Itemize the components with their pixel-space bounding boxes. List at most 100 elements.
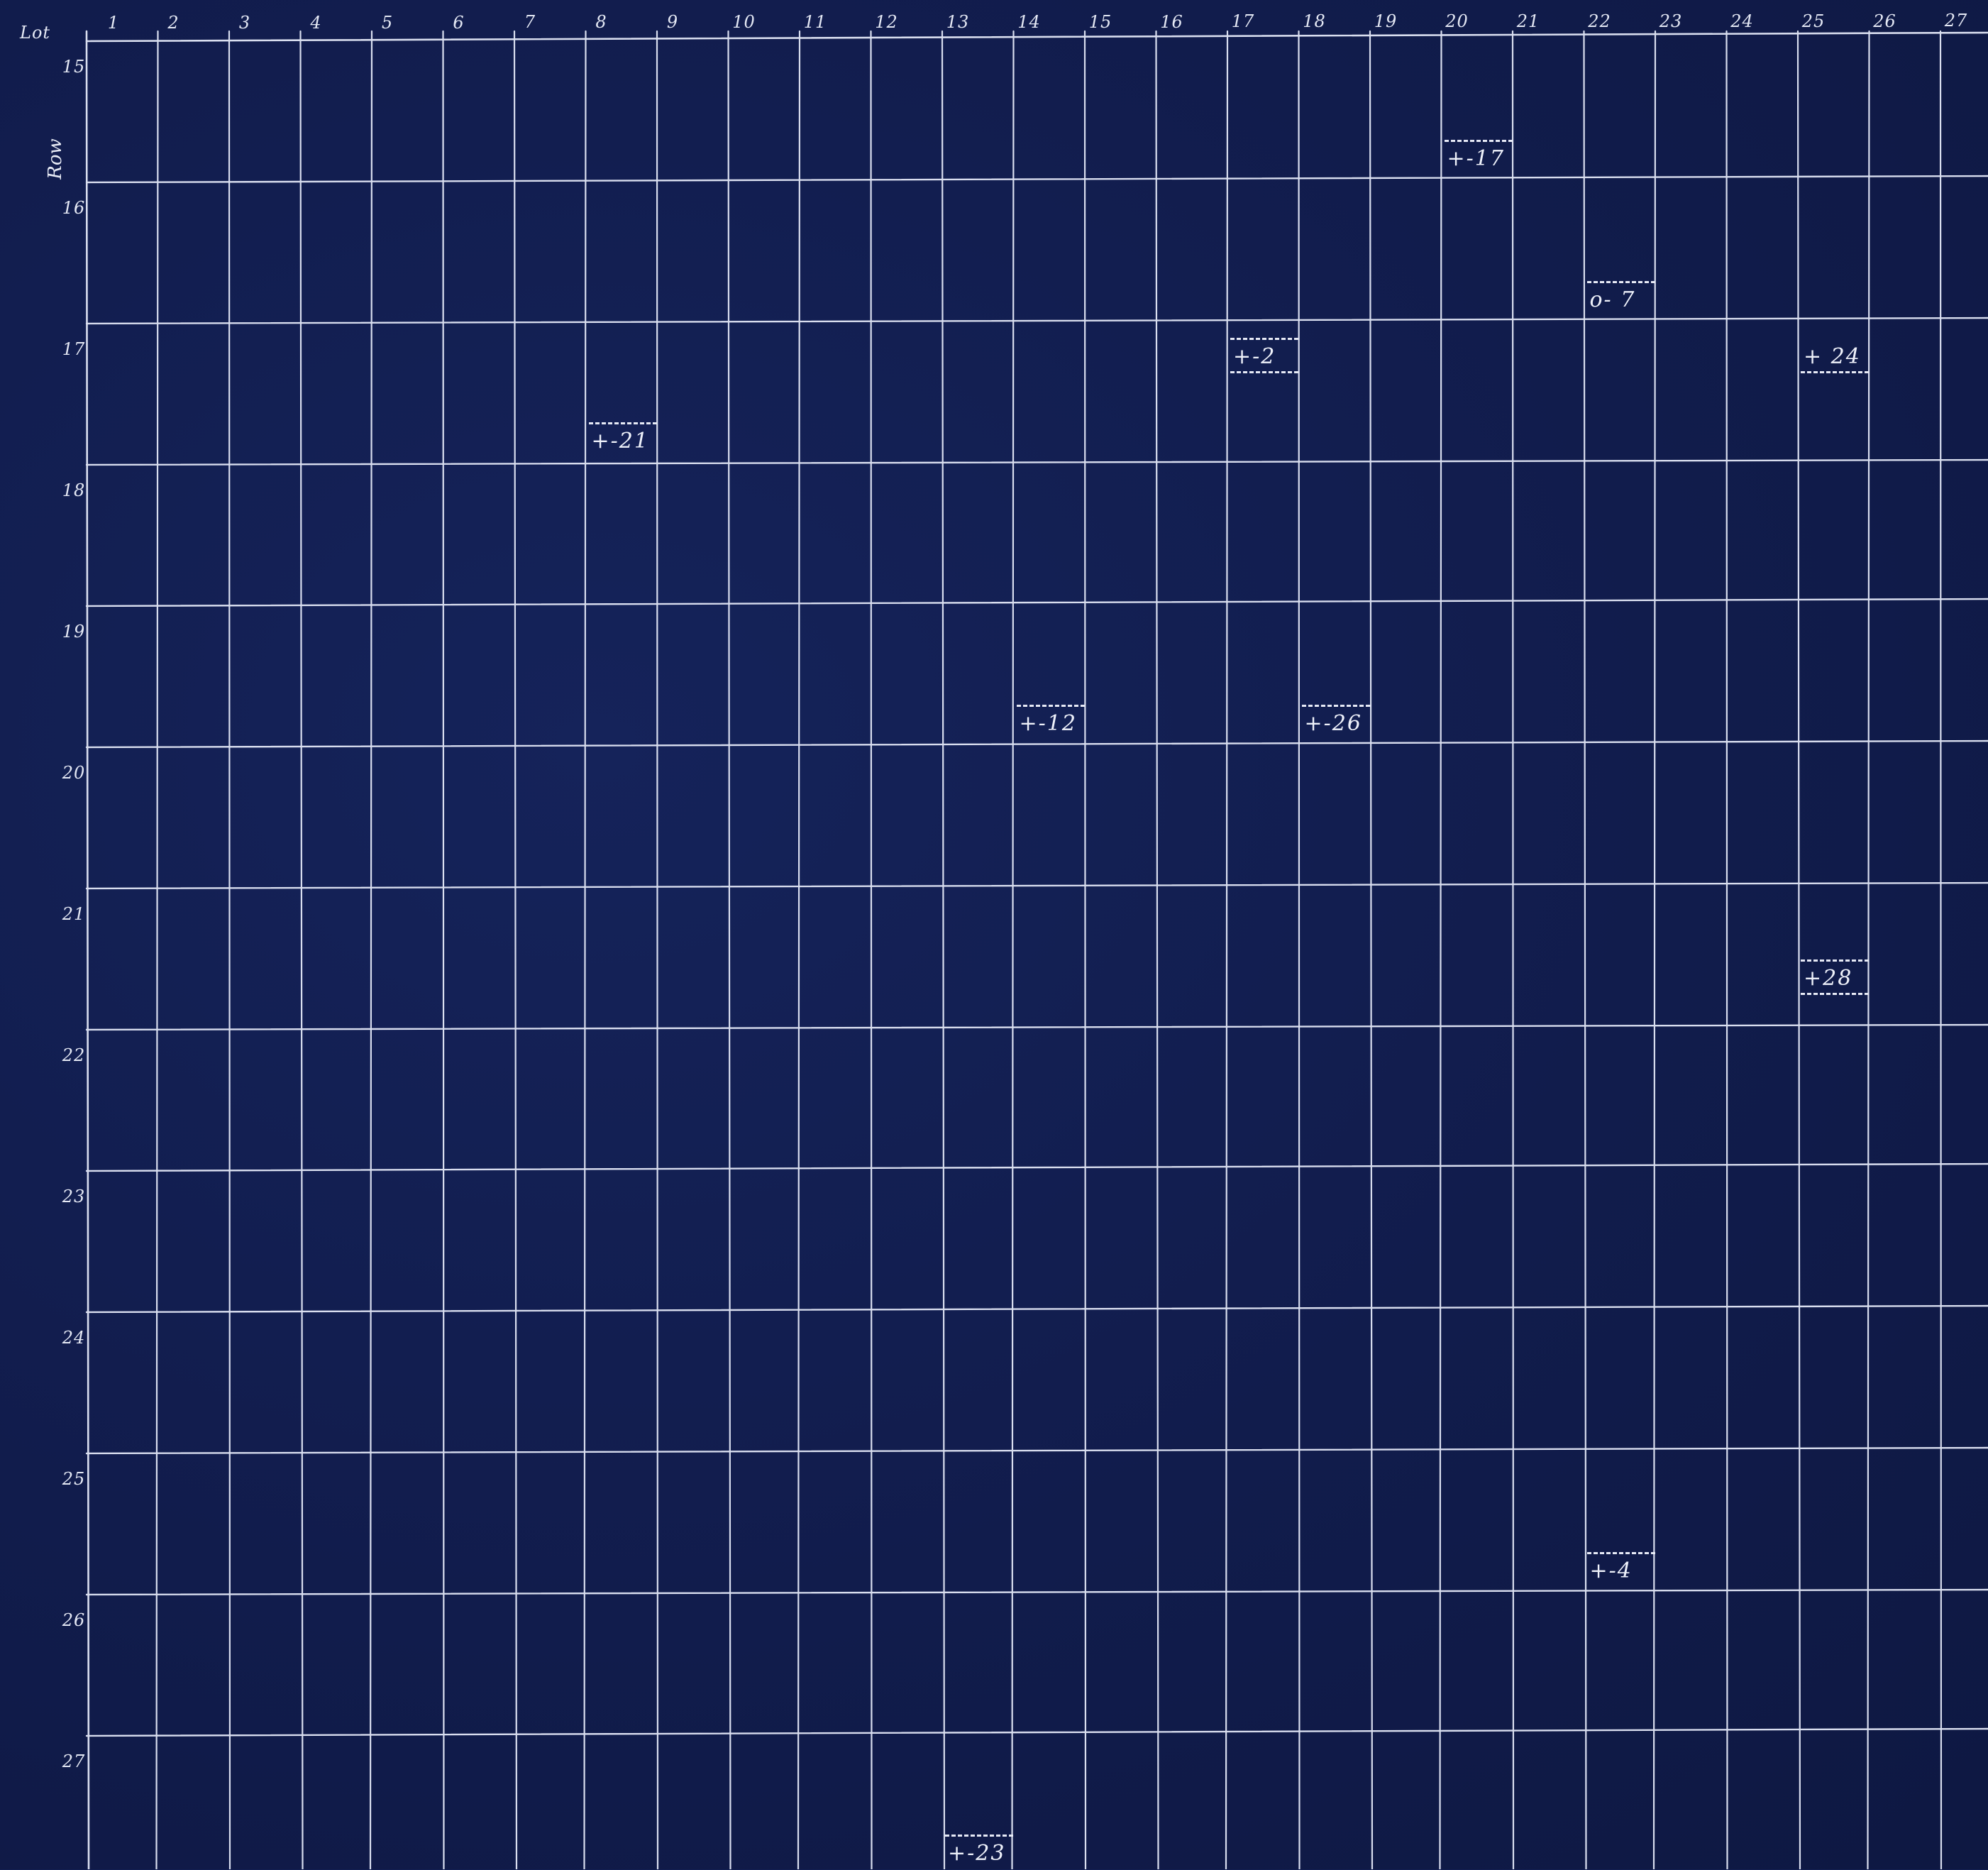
lot-number-label: 13 — [946, 11, 970, 32]
lot-number-label: 3 — [238, 12, 251, 33]
lot-number-label: 22 — [1588, 11, 1611, 31]
mark-label: +-12 — [1019, 710, 1077, 736]
lot-number-label: 27 — [1944, 11, 1968, 31]
row-number-label: 22 — [62, 1045, 86, 1065]
mark-dashed-line — [945, 1835, 1013, 1837]
lot-number-label: 18 — [1303, 11, 1326, 32]
row-boundary-line — [85, 175, 1988, 184]
row-number-label: 24 — [62, 1328, 86, 1348]
row-number-label: 20 — [62, 763, 86, 783]
row-header-label: Row — [45, 138, 66, 180]
lot-number-label: 15 — [1088, 11, 1112, 32]
plot-mark: +-2 — [1229, 338, 1300, 373]
row-number-label: 19 — [62, 622, 86, 642]
lot-boundary-line — [1583, 30, 1587, 1869]
row-number-label: 26 — [62, 1610, 86, 1630]
row-number-label: 27 — [62, 1751, 86, 1771]
lot-boundary-line — [870, 30, 873, 1869]
lot-number-label: 11 — [803, 12, 827, 32]
lot-number-label: 20 — [1445, 11, 1469, 32]
row-boundary-line — [85, 1023, 1988, 1031]
lot-number-label: 6 — [453, 12, 465, 33]
row-boundary-line — [85, 881, 1988, 890]
mark-label: +-26 — [1304, 710, 1362, 736]
lot-boundary-line — [656, 30, 659, 1869]
lot-boundary-line — [1155, 30, 1159, 1869]
mark-dashed-line — [1230, 371, 1298, 373]
plot-mark: +-4 — [1586, 1552, 1657, 1588]
row-boundary-line — [85, 1162, 1988, 1172]
lot-number-label: 10 — [732, 12, 756, 33]
mark-label: o- 7 — [1589, 287, 1636, 312]
mark-dashed-line — [1301, 705, 1370, 707]
lot-boundary-line — [1796, 30, 1801, 1869]
lot-boundary-line — [1439, 30, 1442, 1869]
row-number-label: 18 — [62, 480, 86, 500]
lot-number-label: 16 — [1160, 11, 1183, 32]
lot-boundary-line — [727, 30, 731, 1869]
plot-mark: +-21 — [587, 422, 658, 458]
plot-mark: +-23 — [944, 1835, 1015, 1870]
row-number-label: 21 — [62, 904, 86, 924]
lot-boundary-line — [1225, 30, 1229, 1869]
mark-dashed-line — [1801, 959, 1869, 962]
lot-number-label: 25 — [1801, 11, 1826, 31]
mark-label: + 24 — [1804, 343, 1861, 369]
lot-boundary-line — [1867, 30, 1870, 1869]
lot-number-label: 8 — [595, 12, 607, 33]
row-boundary-line — [85, 1304, 1988, 1314]
row-number-label: 23 — [62, 1187, 86, 1206]
grid-top-line — [85, 31, 1988, 43]
mark-dashed-line — [1586, 1552, 1655, 1554]
row-boundary-line — [85, 739, 1988, 749]
lot-number-label: 24 — [1730, 11, 1754, 31]
row-boundary-line — [85, 1588, 1988, 1596]
lot-number-label: 5 — [381, 12, 394, 33]
row-number-label: 25 — [62, 1469, 86, 1489]
mark-dashed-line — [1586, 281, 1655, 283]
row-number-label: 16 — [62, 198, 86, 218]
plot-mark: +28 — [1799, 959, 1870, 995]
plot-mark: +-12 — [1015, 705, 1086, 740]
lot-number-label: 14 — [1017, 11, 1041, 32]
mark-label: +-17 — [1447, 145, 1505, 171]
lot-boundary-line — [941, 30, 946, 1869]
lot-boundary-line — [1939, 30, 1943, 1869]
lot-boundary-line — [442, 30, 445, 1869]
lot-number-label: 21 — [1516, 11, 1540, 31]
lot-boundary-line — [369, 30, 373, 1869]
lot-boundary-line — [155, 30, 159, 1869]
lot-boundary-line — [1369, 30, 1374, 1869]
mark-label: +28 — [1804, 965, 1853, 991]
mark-dashed-line — [588, 422, 657, 424]
lot-boundary-line — [1298, 30, 1301, 1869]
lot-boundary-line — [583, 30, 587, 1869]
lot-header-label: Lot — [20, 23, 51, 43]
lot-boundary-line — [513, 30, 518, 1869]
plot-mark: +-17 — [1443, 140, 1514, 175]
lot-number-label: 23 — [1659, 11, 1683, 31]
mark-dashed-line — [1801, 371, 1869, 373]
lot-number-label: 17 — [1231, 11, 1255, 32]
mark-dashed-line — [1444, 140, 1513, 142]
plot-mark: + 24 — [1799, 338, 1870, 373]
mark-label: +-21 — [591, 428, 649, 453]
plot-mark: +-26 — [1301, 705, 1371, 740]
lot-number-label: 7 — [524, 12, 536, 33]
lot-boundary-line — [1725, 30, 1728, 1869]
lot-boundary-line — [299, 30, 304, 1869]
mark-dashed-line — [1016, 705, 1085, 707]
lot-boundary-line — [797, 30, 801, 1869]
row-boundary-line — [85, 458, 1988, 466]
row-number-label: 17 — [62, 339, 86, 359]
lot-boundary-line — [85, 30, 90, 1869]
row-boundary-line — [85, 598, 1988, 607]
mark-label: +-4 — [1589, 1558, 1633, 1583]
lot-number-label: 2 — [167, 12, 180, 33]
row-boundary-line — [85, 1446, 1988, 1455]
mark-label: +-23 — [948, 1840, 1006, 1866]
lot-boundary-line — [1652, 30, 1657, 1869]
lot-number-label: 26 — [1873, 11, 1896, 31]
lot-number-label: 12 — [875, 11, 898, 32]
